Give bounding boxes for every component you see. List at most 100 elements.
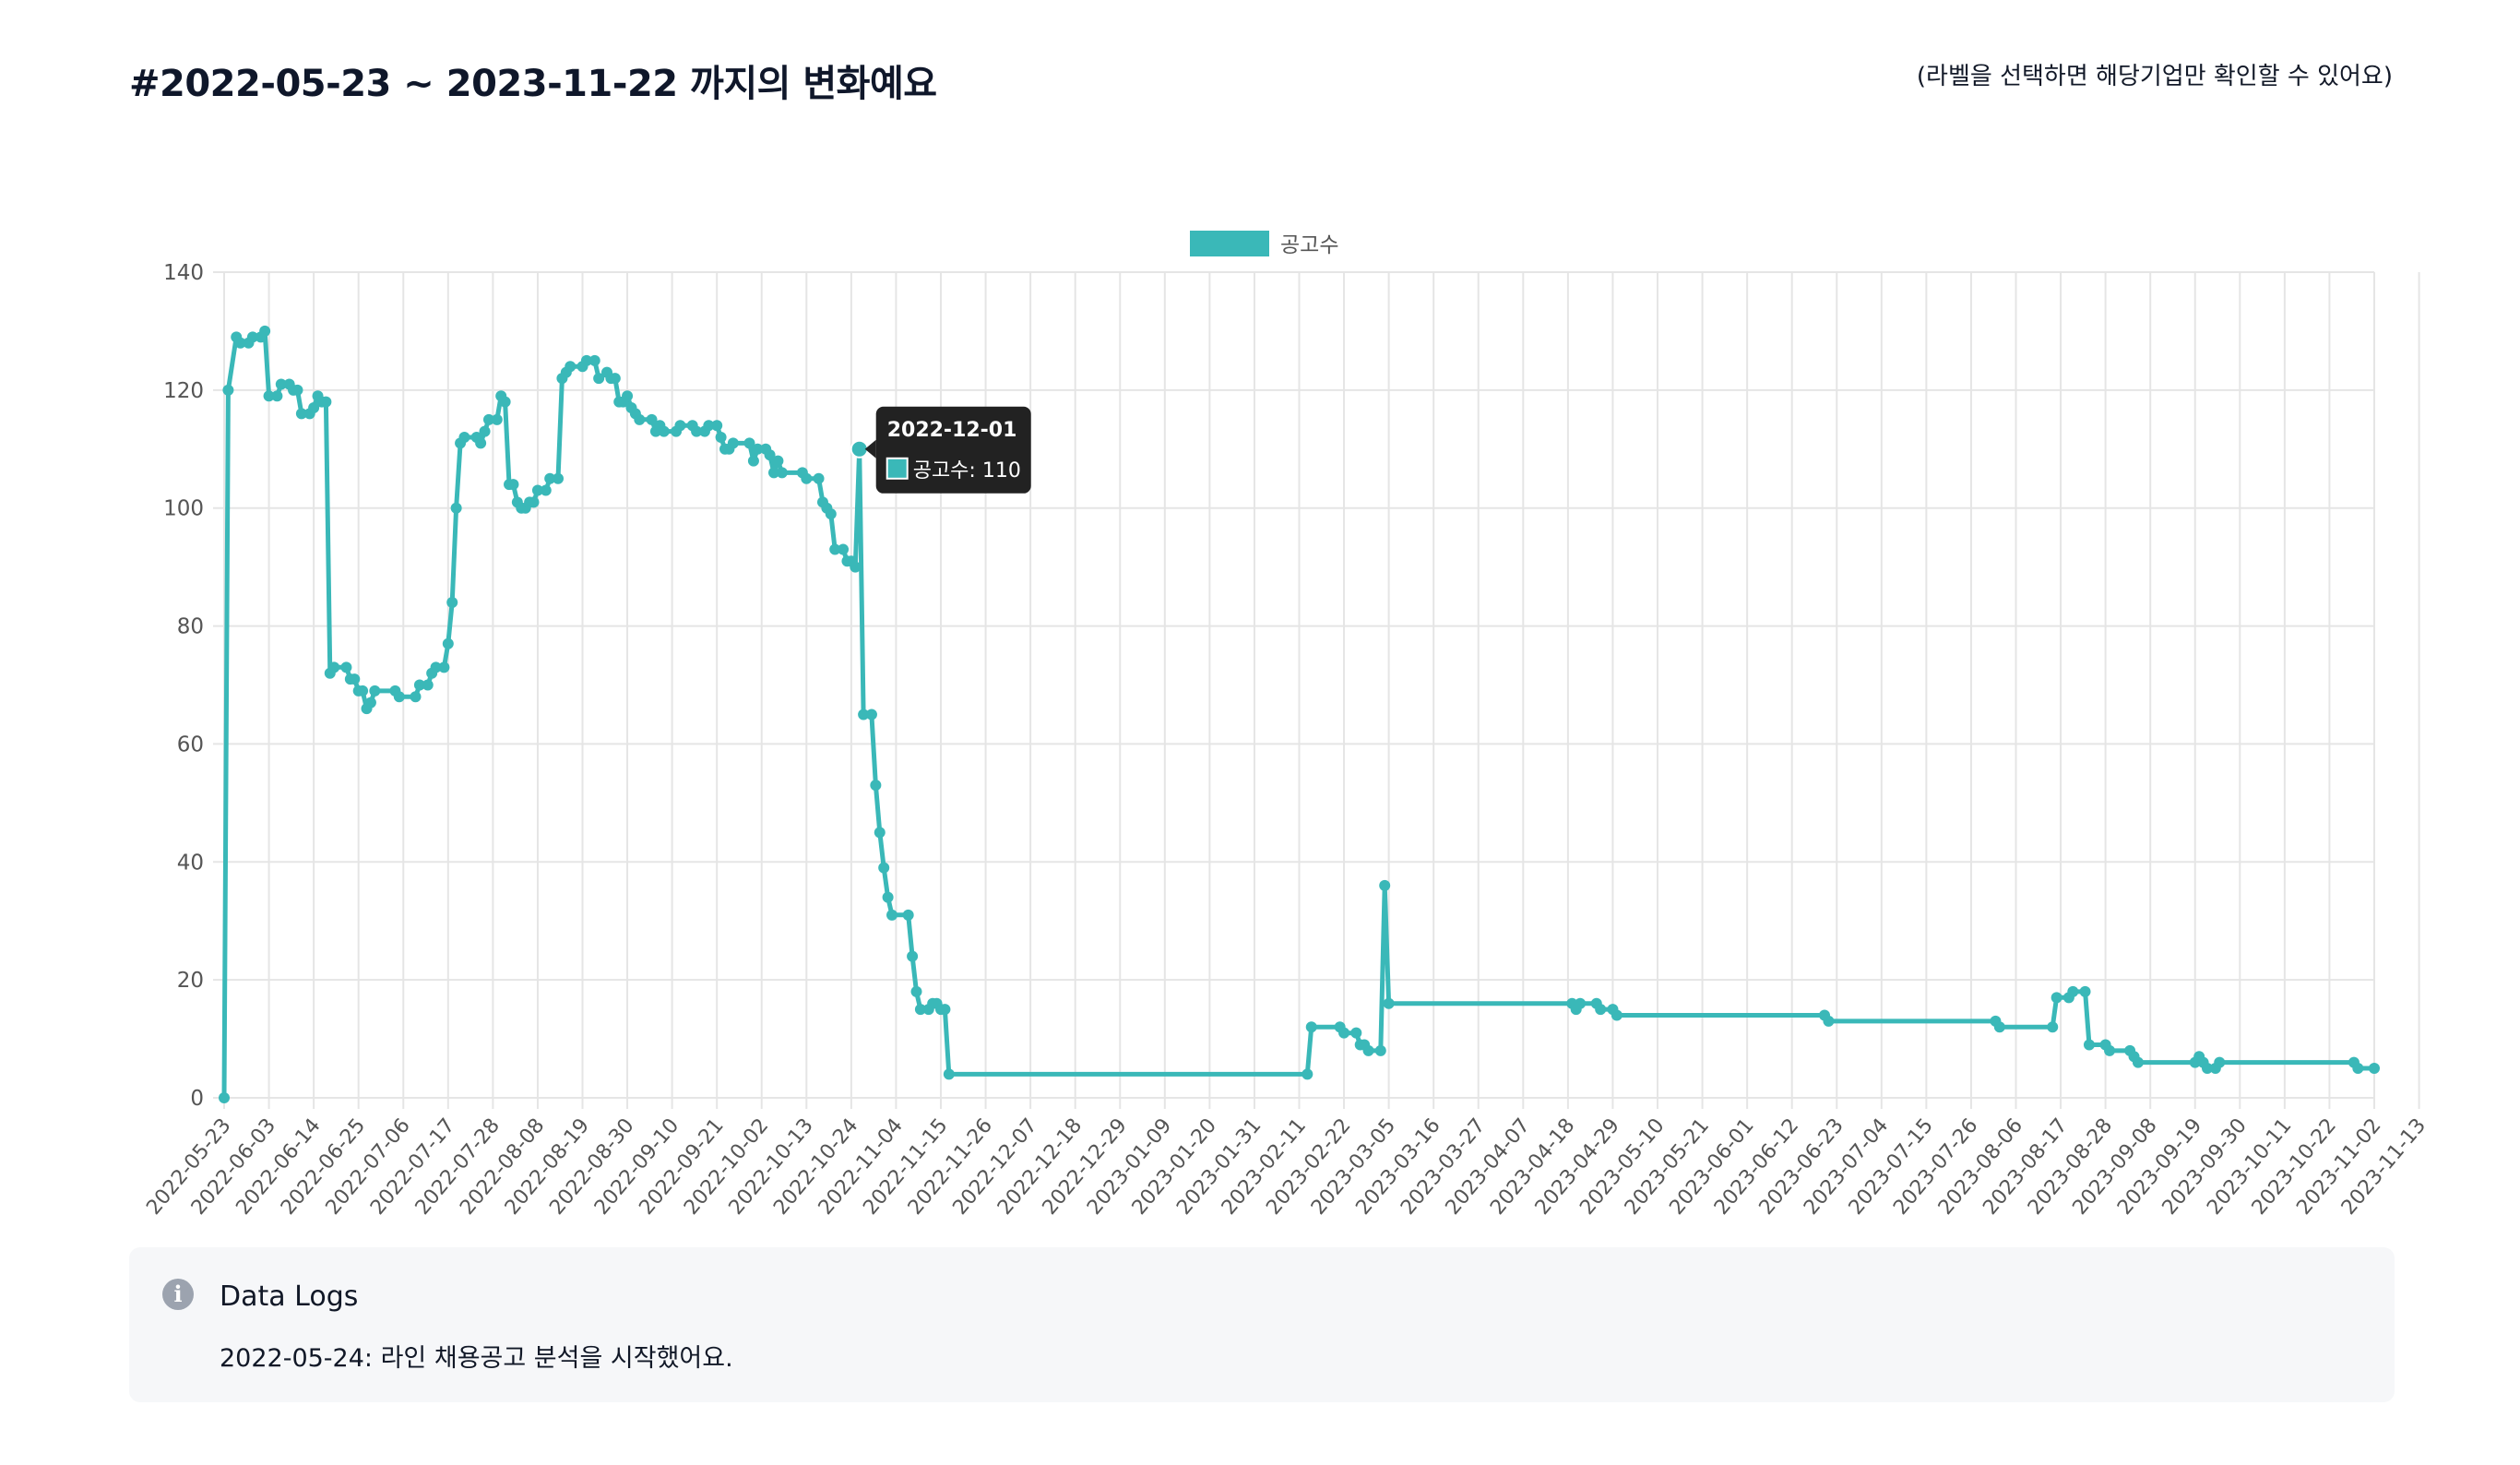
data-point	[747, 455, 759, 467]
data-point	[646, 413, 658, 425]
data-logs-title: Data Logs	[220, 1280, 359, 1313]
info-icon: i	[162, 1279, 194, 1310]
data-point	[1611, 1009, 1623, 1021]
data-point	[914, 1004, 926, 1016]
data-point	[1338, 1027, 1350, 1039]
data-point	[1993, 1021, 2005, 1033]
tooltip-box	[875, 406, 1031, 494]
data-point	[222, 384, 234, 396]
series-layer	[219, 325, 2380, 1103]
tooltip-date: 2022-12-01	[887, 419, 1017, 442]
data-point	[246, 331, 258, 343]
data-point	[446, 597, 458, 608]
data-point	[767, 467, 779, 479]
data-point	[1823, 1015, 1835, 1027]
tooltip-swatch	[886, 457, 909, 480]
data-point	[475, 437, 487, 449]
data-point	[715, 432, 727, 443]
data-point	[764, 449, 776, 461]
data-point	[634, 413, 646, 425]
data-point	[275, 378, 287, 390]
data-point	[2067, 985, 2079, 997]
data-point	[2352, 1063, 2364, 1075]
data-point	[544, 472, 556, 484]
data-point	[1350, 1027, 1362, 1039]
y-tick-label: 20	[177, 969, 204, 993]
data-point	[263, 390, 275, 402]
data-point	[1374, 1044, 1386, 1056]
data-point	[743, 437, 755, 449]
data-point	[711, 420, 723, 432]
data-point	[1575, 997, 1587, 1009]
data-point	[442, 637, 454, 649]
chart-tooltip: 2022-12-01 공고수: 110	[850, 406, 1031, 494]
data-point	[430, 661, 442, 673]
data-point	[727, 437, 739, 449]
data-point	[413, 679, 425, 691]
data-point	[772, 455, 784, 467]
data-logs-panel: i Data Logs 2022-05-24: 라인 채용공고 분석을 시작했어…	[129, 1247, 2395, 1402]
y-tick-label: 80	[177, 615, 204, 639]
data-point	[2369, 1063, 2380, 1075]
data-point	[364, 697, 376, 709]
tooltip-caret	[864, 439, 876, 459]
data-point	[1383, 997, 1395, 1009]
y-tick-label: 140	[163, 261, 204, 285]
data-point	[482, 413, 494, 425]
data-point	[886, 909, 898, 921]
data-point	[874, 827, 886, 839]
data-point	[328, 661, 340, 673]
log-entry: 2022-05-24: 라인 채용공고 분석을 시작했어요.	[220, 1344, 733, 1373]
y-tick-label: 120	[163, 379, 204, 403]
data-point	[499, 396, 511, 408]
data-point	[320, 396, 332, 408]
y-tick-label: 0	[190, 1087, 204, 1111]
data-point	[939, 1004, 951, 1016]
data-point	[1379, 879, 1391, 891]
data-point	[2104, 1044, 2116, 1056]
data-point	[658, 425, 670, 437]
data-point	[450, 502, 462, 514]
tooltip-label: 공고수: 110	[913, 459, 1021, 482]
legend-hint: (라벨을 선택하면 해당기업만 확인할 수 있어요)	[1916, 63, 2393, 90]
data-point	[838, 543, 850, 555]
data-point	[422, 679, 434, 691]
data-point	[593, 373, 605, 385]
data-point	[458, 432, 470, 443]
data-point	[622, 390, 634, 402]
data-point	[479, 425, 491, 437]
data-point	[2047, 1021, 2059, 1033]
data-point	[870, 780, 882, 792]
data-point	[2083, 1039, 2095, 1051]
data-point	[410, 691, 422, 703]
data-point	[369, 685, 381, 697]
data-point	[703, 420, 715, 432]
data-point	[776, 467, 788, 479]
data-point	[588, 354, 600, 366]
legend-label: 공고수	[1280, 233, 1338, 257]
data-point	[271, 390, 283, 402]
data-point	[858, 709, 870, 721]
legend-swatch	[1190, 231, 1269, 256]
data-point	[907, 950, 919, 962]
data-point	[540, 484, 552, 496]
data-point	[902, 909, 914, 921]
data-point	[393, 691, 405, 703]
data-point	[813, 472, 825, 484]
data-point	[2201, 1063, 2213, 1075]
data-point	[943, 1068, 955, 1080]
data-point	[357, 685, 369, 697]
y-axis-ticks: 0 20 40 60 80 100 120 140	[163, 261, 204, 1111]
data-point	[1362, 1044, 1374, 1056]
data-point	[234, 337, 246, 349]
line-chart: 0 20 40 60 80 100 120 140 2022-05-232022-06-032…	[142, 231, 2431, 1220]
data-point	[531, 484, 543, 496]
data-point	[691, 425, 703, 437]
y-tick-label: 60	[177, 732, 204, 756]
data-point	[752, 443, 764, 455]
data-point	[801, 472, 813, 484]
data-point	[438, 661, 450, 673]
data-point	[295, 408, 307, 420]
data-point	[882, 891, 894, 903]
data-point	[507, 479, 519, 491]
